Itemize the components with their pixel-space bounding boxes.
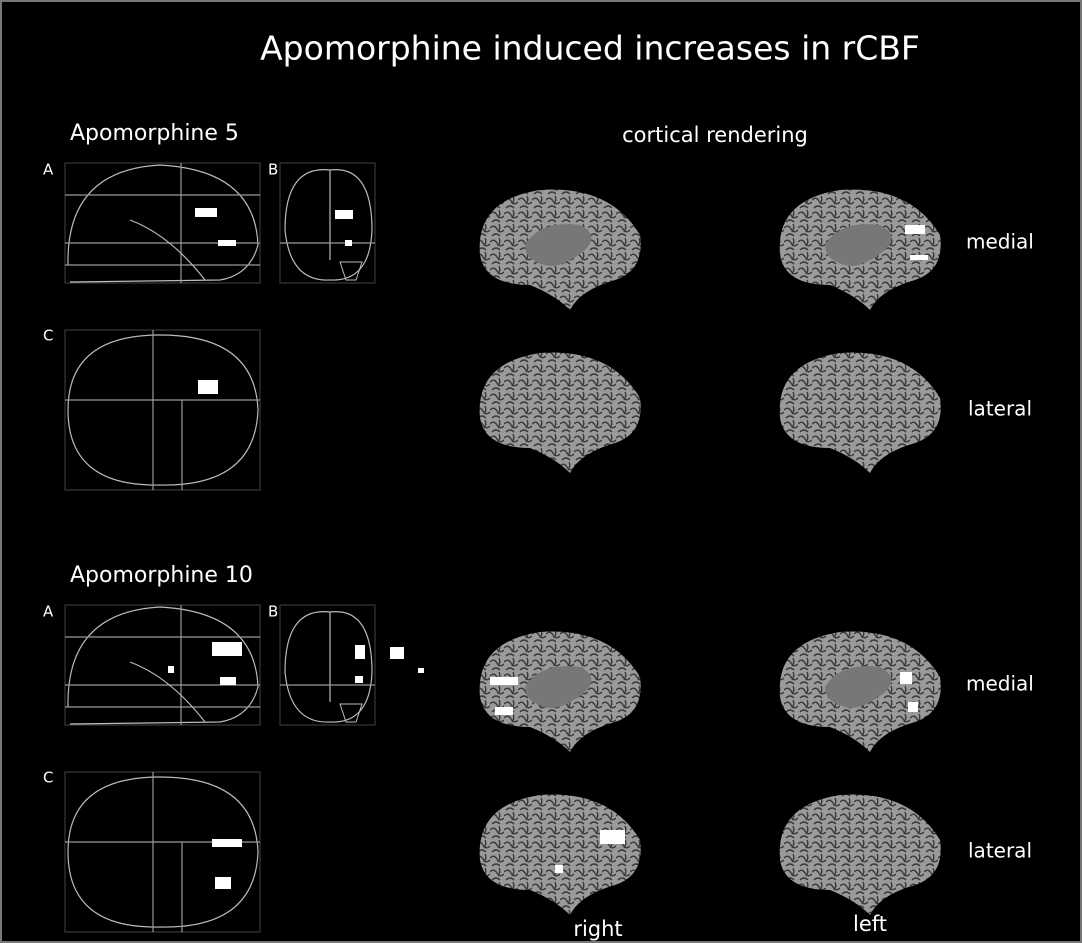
- activation: [195, 208, 217, 217]
- activation: [908, 702, 918, 712]
- panel-letter: C: [43, 769, 53, 787]
- column-header: cortical rendering: [622, 123, 808, 147]
- hemisphere-label: right: [573, 917, 622, 941]
- activation: [212, 839, 242, 847]
- figure-title: Apomorphine induced increases in rCBF: [260, 29, 920, 68]
- activation: [390, 647, 404, 659]
- activation: [168, 666, 174, 673]
- activation: [335, 210, 353, 219]
- panel-letter: C: [43, 327, 53, 345]
- hemisphere-label: left: [853, 912, 887, 936]
- activation: [212, 642, 242, 656]
- row-label: medial: [966, 230, 1034, 254]
- row-label: lateral: [968, 839, 1032, 863]
- activation: [555, 865, 563, 873]
- activation: [218, 240, 236, 246]
- row-label: medial: [966, 672, 1034, 696]
- activation: [418, 668, 424, 673]
- activation: [600, 830, 625, 844]
- panel-letter: A: [43, 161, 54, 179]
- panel-letter: B: [268, 603, 278, 621]
- section-label: Apomorphine 5: [70, 121, 239, 146]
- activation: [495, 707, 513, 715]
- figure: Apomorphine induced increases in rCBF co…: [0, 0, 1082, 943]
- panel-letter: B: [268, 161, 278, 179]
- activation: [905, 225, 925, 234]
- activation: [355, 645, 365, 659]
- activation: [345, 240, 352, 246]
- activation: [198, 380, 218, 394]
- section-label: Apomorphine 10: [70, 563, 253, 588]
- activation: [355, 676, 363, 683]
- activation: [490, 677, 518, 685]
- row-label: lateral: [968, 397, 1032, 421]
- panel-letter: A: [43, 603, 54, 621]
- activation: [900, 672, 912, 684]
- activation: [215, 877, 231, 889]
- activation: [910, 255, 928, 260]
- activation: [220, 677, 236, 685]
